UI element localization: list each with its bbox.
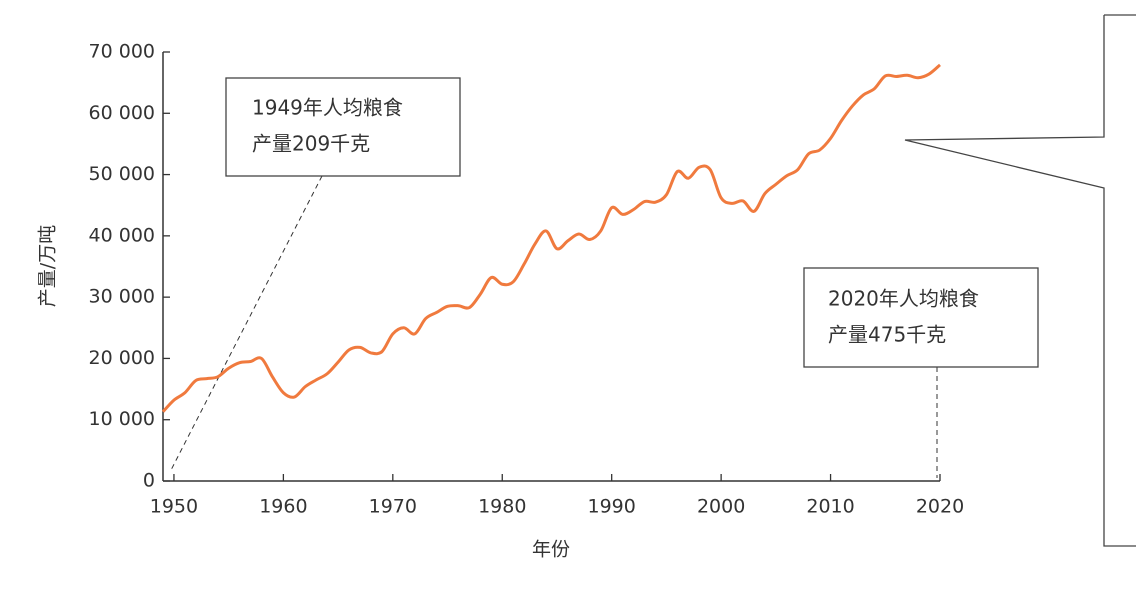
x-tick-label: 1980	[478, 496, 526, 518]
x-tick-label: 1960	[259, 496, 307, 518]
annotation-text: 2020年人均粮食	[828, 287, 979, 311]
annotation-text: 1949年人均粮食	[252, 96, 403, 120]
annotation-box	[225, 77, 461, 177]
x-tick-label: 2010	[806, 496, 854, 518]
y-tick-label: 0	[143, 470, 155, 492]
annotation: 2020年人均粮食 产量475千克	[803, 267, 1039, 478]
annotation: 1949年人均粮食 产量209千克	[169, 77, 461, 473]
y-axis-label: 产量/万吨	[37, 225, 59, 307]
y-tick-label: 20 000	[89, 347, 155, 369]
y-tick-label: 10 000	[89, 408, 155, 430]
x-tick-label: 2020	[916, 496, 964, 518]
y-tick-label: 50 000	[89, 163, 155, 185]
annotation-text: 产量209千克	[252, 132, 370, 156]
y-tick-label: 60 000	[89, 102, 155, 124]
x-tick-label: 1990	[588, 496, 636, 518]
x-axis-label: 年份	[532, 539, 570, 561]
y-tick-label: 70 000	[89, 41, 155, 63]
y-tick-label: 40 000	[89, 224, 155, 246]
line-series	[161, 63, 941, 413]
x-tick-label: 1970	[369, 496, 417, 518]
annotation-text: 产量475千克	[828, 323, 946, 347]
y-tick-label: 30 000	[89, 286, 155, 308]
leader-line	[169, 175, 323, 473]
x-tick-label: 1950	[150, 496, 198, 518]
annotation-box	[803, 267, 1039, 368]
x-tick-label: 2000	[697, 496, 745, 518]
callout-box	[904, 14, 1136, 547]
